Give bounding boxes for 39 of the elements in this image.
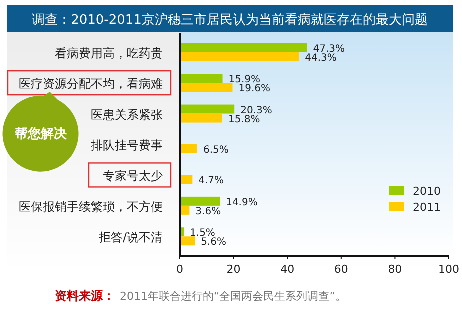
data-label: 5.6% (201, 237, 226, 248)
x-tick-label: 0 (176, 263, 184, 276)
x-tick-label: 20 (226, 263, 241, 276)
text: 帮您解决 (14, 126, 68, 142)
bar (180, 104, 235, 114)
y-tick-label: 看病费用高，吃药贵 (55, 46, 163, 60)
x-tick-label: 80 (388, 263, 402, 276)
data-label: 44.3% (305, 52, 337, 64)
data-label: 19.6% (238, 84, 271, 95)
text: 2011年联合进行的“全国两会民生系列调查”。 (120, 290, 346, 303)
y-tick-label: 拒答/说不清 (98, 230, 163, 245)
data-label: 20.3% (240, 105, 272, 116)
x-tick-label: 100 (438, 263, 460, 276)
y-tick-label: 排队挂号费事 (91, 138, 163, 152)
y-tick-label: 专家号太少 (103, 169, 163, 184)
x-tick-label: 40 (280, 263, 295, 276)
bar (180, 74, 223, 84)
data-label: 4.7% (198, 176, 224, 187)
y-tick-label: 医疗资源分配不均，看病难 (19, 77, 163, 92)
data-label: 6.5% (203, 145, 229, 156)
bar (180, 52, 300, 62)
data-label: 15.8% (228, 114, 260, 126)
x-tick-label: 60 (334, 263, 348, 276)
data-label: 47.3% (313, 44, 346, 55)
data-label: 3.6% (196, 206, 222, 218)
legend-label: 2011 (413, 201, 441, 214)
bar (180, 83, 233, 92)
bar (180, 43, 308, 52)
bar (180, 196, 220, 206)
legend-label: 2010 (413, 185, 441, 198)
text: 资料来源： (55, 289, 115, 303)
data-label: 14.9% (226, 197, 258, 208)
bar (180, 144, 198, 154)
bar (180, 175, 193, 184)
chart-title: 调查：2010-2011京沪穗三市居民认为当前看病就医存在的最大问题 (32, 12, 428, 28)
y-tick-label: 医患关系紧张 (91, 108, 163, 122)
bar (180, 114, 222, 123)
y-tick-label: 医保报销手续繁琐，不方便 (19, 200, 163, 214)
bar (180, 236, 196, 246)
